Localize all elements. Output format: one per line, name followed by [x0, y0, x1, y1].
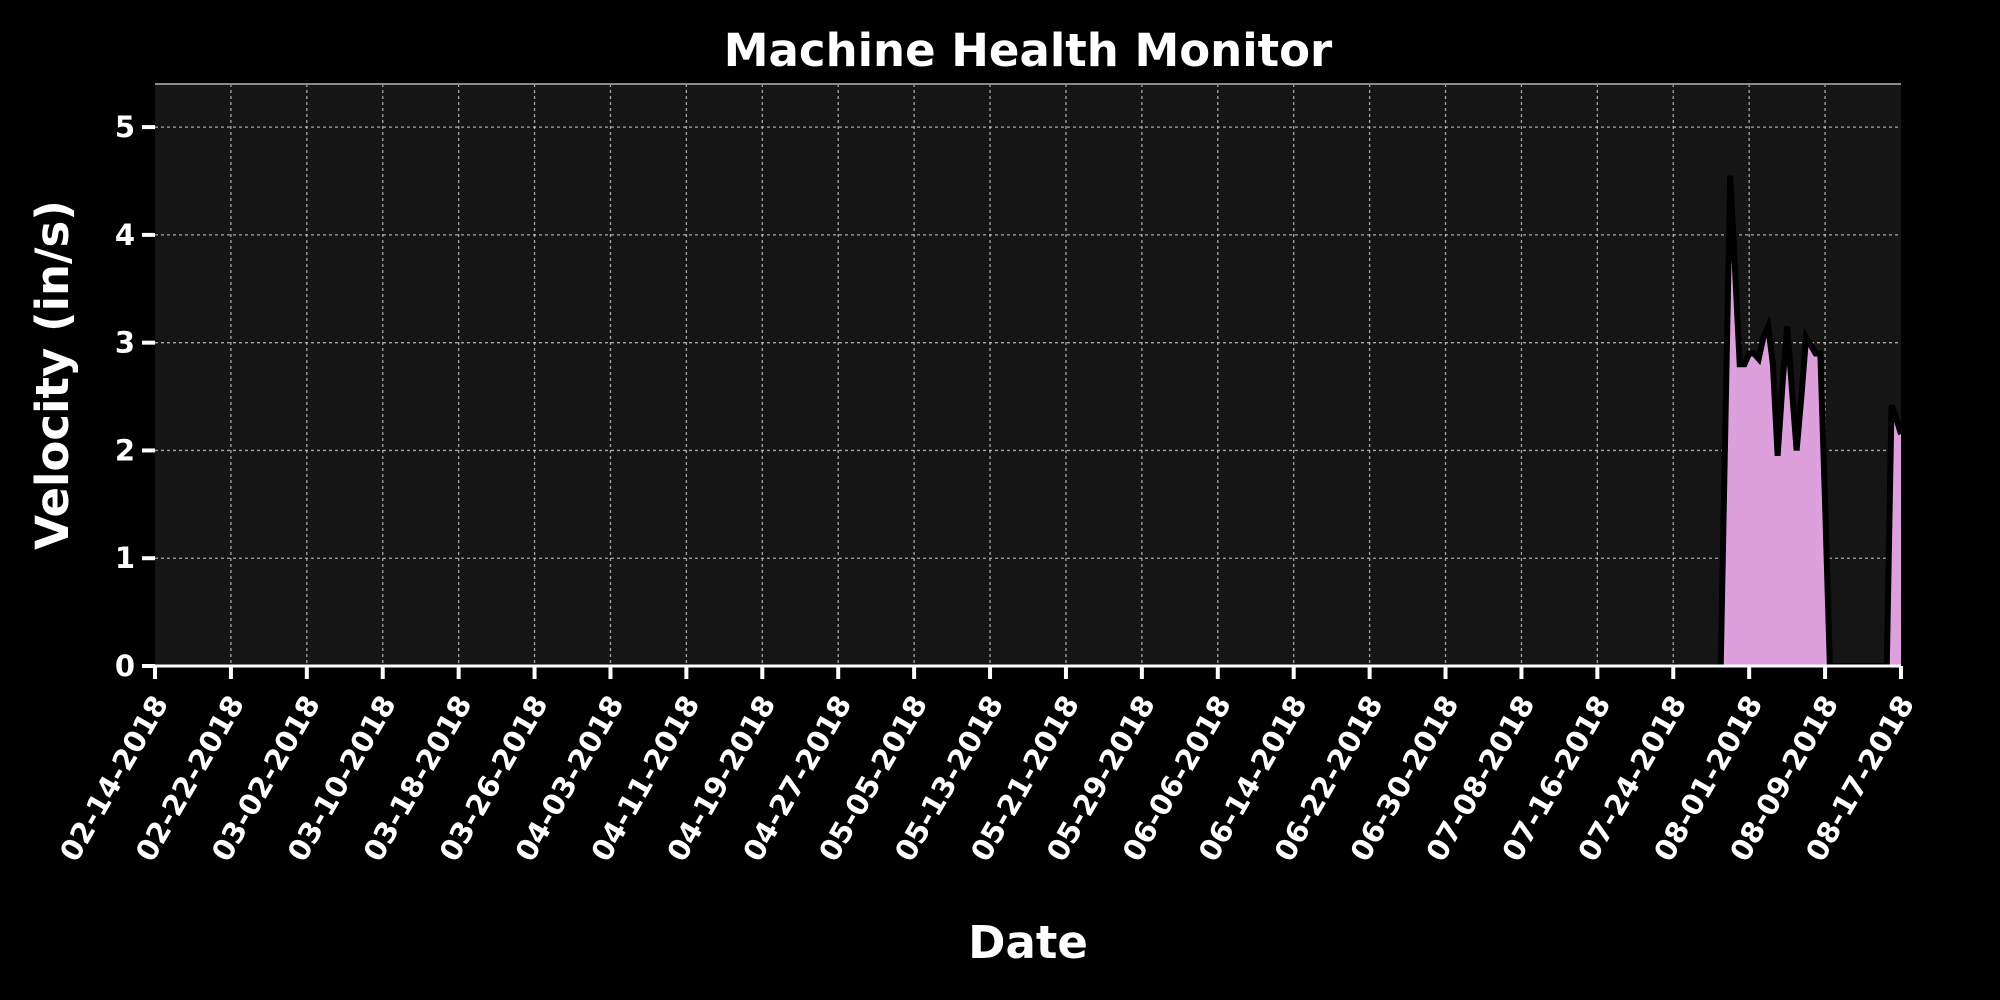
y-tick-label: 1: [115, 541, 135, 575]
x-axis-label: Date: [968, 916, 1088, 969]
chart-title: Machine Health Monitor: [724, 24, 1333, 77]
plot-area: [155, 84, 1901, 666]
y-tick-label: 5: [115, 110, 135, 144]
y-axis-label: Velocity (in/s): [26, 200, 79, 550]
y-axis-ticks: 0 1 2 3 4 5: [115, 110, 155, 683]
y-tick-label: 4: [115, 218, 135, 252]
y-tick-label: 2: [115, 433, 135, 467]
y-tick-label: 3: [115, 326, 135, 360]
y-tick-label: 0: [115, 649, 135, 683]
area-fill: [1720, 175, 1901, 666]
